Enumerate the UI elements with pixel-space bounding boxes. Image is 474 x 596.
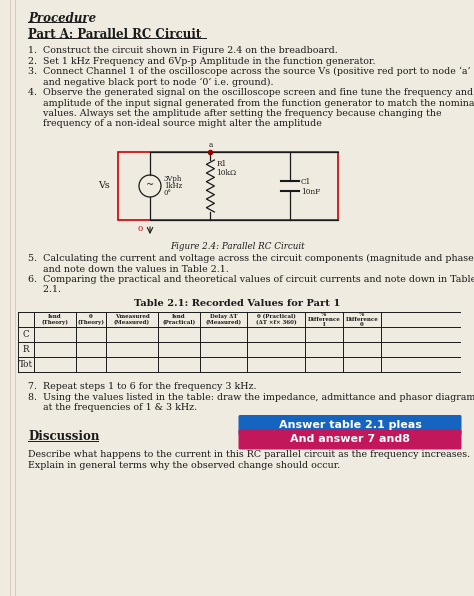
Text: Vs: Vs xyxy=(98,182,110,191)
Text: values. Always set the amplitude after setting the frequency because changing th: values. Always set the amplitude after s… xyxy=(28,109,442,118)
Text: 10nF: 10nF xyxy=(301,188,320,196)
Text: Tot: Tot xyxy=(19,360,33,369)
Text: θ
(Theory): θ (Theory) xyxy=(78,314,104,325)
Text: Table 2.1: Recorded Values for Part 1: Table 2.1: Recorded Values for Part 1 xyxy=(134,299,340,308)
Text: 1kHz: 1kHz xyxy=(164,182,182,190)
Text: 7.  Repeat steps 1 to 6 for the frequency 3 kHz.: 7. Repeat steps 1 to 6 for the frequency… xyxy=(28,382,256,391)
Text: Procedure: Procedure xyxy=(28,12,96,25)
Text: amplitude of the input signal generated from the function generator to match the: amplitude of the input signal generated … xyxy=(28,98,474,107)
Text: Figure 2.4: Parallel RC Circuit: Figure 2.4: Parallel RC Circuit xyxy=(170,242,304,251)
Text: Vmeasured
(Measured): Vmeasured (Measured) xyxy=(114,314,150,325)
Text: 5.  Calculating the current and voltage across the circuit components (magnitude: 5. Calculating the current and voltage a… xyxy=(28,254,474,263)
Text: Describe what happens to the current in this RC parallel circuit as the frequenc: Describe what happens to the current in … xyxy=(28,450,470,459)
Text: Answer table 2.1 pleas: Answer table 2.1 pleas xyxy=(279,420,421,430)
Text: And answer 7 and8: And answer 7 and8 xyxy=(290,434,410,445)
Text: Discussion: Discussion xyxy=(28,430,100,443)
Text: R: R xyxy=(23,345,29,354)
Text: 2.  Set 1 kHz Frequency and 6Vp-p Amplitude in the function generator.: 2. Set 1 kHz Frequency and 6Vp-p Amplitu… xyxy=(28,57,375,66)
Text: 8.  Using the values listed in the table: draw the impedance, admittance and pha: 8. Using the values listed in the table:… xyxy=(28,393,474,402)
Text: 10kΩ: 10kΩ xyxy=(217,169,237,177)
Text: 4.  Observe the generated signal on the oscilloscope screen and fine tune the fr: 4. Observe the generated signal on the o… xyxy=(28,88,473,97)
Text: C1: C1 xyxy=(301,178,311,186)
FancyBboxPatch shape xyxy=(238,415,462,435)
Text: 3.  Connect Channel 1 of the oscilloscope across the source Vs (positive red por: 3. Connect Channel 1 of the oscilloscope… xyxy=(28,67,471,76)
Text: Part A: Parallel RC Circuit: Part A: Parallel RC Circuit xyxy=(28,28,201,41)
Text: 2.1.: 2.1. xyxy=(28,285,61,294)
Text: Explain in general terms why the observed change should occur.: Explain in general terms why the observe… xyxy=(28,461,340,470)
Text: frequency of a non-ideal source might alter the amplitude: frequency of a non-ideal source might al… xyxy=(28,120,322,129)
Text: Isnd
(Practical): Isnd (Practical) xyxy=(163,314,196,325)
Text: 6.  Comparing the practical and theoretical values of circuit currents and note : 6. Comparing the practical and theoretic… xyxy=(28,275,474,284)
Text: Delay ΔT
(Measured): Delay ΔT (Measured) xyxy=(205,314,242,325)
FancyBboxPatch shape xyxy=(238,430,462,449)
Text: θ (Practical)
(ΔT ×f× 360): θ (Practical) (ΔT ×f× 360) xyxy=(255,314,296,325)
Text: 3Vph: 3Vph xyxy=(164,175,182,183)
Text: Isnd
(Theory): Isnd (Theory) xyxy=(42,314,69,325)
Text: at the frequencies of 1 & 3 kHz.: at the frequencies of 1 & 3 kHz. xyxy=(28,403,197,412)
Text: %
Difference
θ: % Difference θ xyxy=(346,312,378,327)
Text: R1: R1 xyxy=(217,160,227,168)
Text: %
Difference
I: % Difference I xyxy=(308,312,340,327)
Text: 0°: 0° xyxy=(164,189,172,197)
Text: and note down the values in Table 2.1.: and note down the values in Table 2.1. xyxy=(28,265,229,274)
Text: 1.  Construct the circuit shown in Figure 2.4 on the breadboard.: 1. Construct the circuit shown in Figure… xyxy=(28,46,338,55)
Text: C: C xyxy=(23,330,29,339)
Bar xyxy=(118,152,338,220)
Text: a: a xyxy=(208,141,212,149)
Text: 0: 0 xyxy=(137,225,143,233)
Text: ~: ~ xyxy=(146,181,154,190)
Text: and negative black port to node ‘0’ i.e. ground).: and negative black port to node ‘0’ i.e.… xyxy=(28,77,273,87)
